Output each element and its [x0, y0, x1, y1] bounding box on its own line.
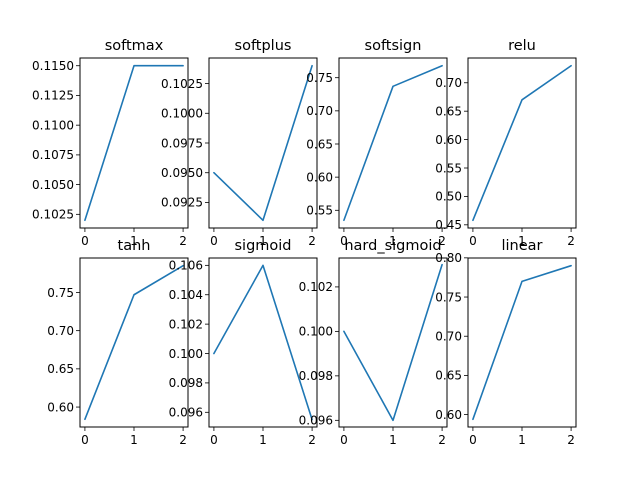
series-line	[472, 264, 572, 421]
subplot-softplus: 0 1 2 0.0925 0.0950 0.0975 0.1000 0.1025 softplu…	[161, 38, 318, 248]
subplot-softsign: 0 1 2 0.55 0.60 0.65 0.70 0.75 softsign	[306, 38, 448, 248]
series-line	[84, 264, 184, 421]
y-tick-label: 0.55	[435, 161, 462, 175]
x-tick-label: 1	[130, 433, 138, 447]
x-tick-label: 0	[340, 234, 348, 248]
y-tick-label: 0.1150	[32, 59, 74, 73]
y-tick-label: 0.65	[47, 362, 74, 376]
y-tick-label: 0.100	[169, 347, 203, 361]
series-line	[213, 264, 313, 421]
y-tick-label: 0.80	[435, 251, 462, 265]
subplot-relu: 0 1 2 0.45 0.50 0.55 0.60 0.65 0.70 relu	[435, 38, 577, 248]
x-tick-label: 0	[210, 234, 218, 248]
x-tick-label: 0	[340, 433, 348, 447]
subplot-title: softplus	[235, 38, 292, 54]
x-tick-label: 2	[308, 433, 316, 447]
y-tick-label: 0.60	[306, 170, 333, 184]
subplot-title: relu	[508, 38, 536, 54]
y-tick-label: 0.75	[47, 286, 74, 300]
y-tick-label: 0.1025	[32, 208, 74, 222]
x-tick-label: 0	[210, 433, 218, 447]
subplot-title: hard_sigmoid	[344, 238, 441, 254]
series-line	[84, 64, 184, 222]
y-tick-label: 0.50	[435, 190, 462, 204]
subplot-softmax: 0 1 2 0.1025 0.1050 0.1075 0.1100 0.1125 0.1150 s…	[32, 38, 189, 248]
x-tick-label: 1	[259, 433, 267, 447]
y-tick-label: 0.65	[306, 137, 333, 151]
series-line	[213, 64, 313, 222]
y-tick-label: 0.104	[169, 288, 203, 302]
y-tick-label: 0.55	[306, 204, 333, 218]
x-tick-label: 1	[518, 433, 526, 447]
y-tick-label: 0.1100	[32, 118, 74, 132]
y-tick-label: 0.102	[299, 280, 333, 294]
y-tick-label: 0.102	[169, 317, 203, 331]
x-tick-label: 0	[469, 433, 477, 447]
x-tick-label: 0	[469, 234, 477, 248]
x-tick-label: 2	[179, 433, 187, 447]
y-tick-label: 0.1125	[32, 89, 74, 103]
y-tick-label: 0.0975	[161, 136, 203, 150]
y-tick-label: 0.098	[169, 376, 203, 390]
y-tick-label: 0.75	[435, 290, 462, 304]
subplot-sigmoid: 0 1 2 0.096 0.098 0.100 0.102 0.104 0.106 sigmoid	[169, 238, 318, 447]
series-line	[343, 64, 443, 222]
x-tick-label: 2	[308, 234, 316, 248]
series-line	[472, 64, 572, 222]
y-tick-label: 0.106	[169, 259, 203, 273]
subplot-tanh: 0 1 2 0.60 0.65 0.70 0.75 tanh	[47, 238, 189, 447]
x-tick-label: 1	[130, 234, 138, 248]
y-tick-label: 0.60	[435, 408, 462, 422]
y-tick-label: 0.70	[435, 330, 462, 344]
x-tick-label: 2	[567, 433, 575, 447]
y-tick-label: 0.100	[299, 325, 333, 339]
y-tick-label: 0.70	[306, 104, 333, 118]
series-line	[343, 263, 443, 422]
y-tick-label: 0.65	[435, 369, 462, 383]
y-tick-label: 0.75	[306, 71, 333, 85]
y-tick-label: 0.098	[299, 369, 333, 383]
subplot-grid: 0 1 2 0.1025 0.1050 0.1075 0.1100 0.1125 0.1150 s…	[32, 38, 577, 447]
y-tick-label: 0.1050	[32, 178, 74, 192]
subplot-title: tanh	[118, 238, 151, 254]
subplot-title: sigmoid	[234, 238, 291, 254]
x-tick-label: 1	[389, 433, 397, 447]
x-tick-label: 2	[179, 234, 187, 248]
y-tick-label: 0.70	[47, 324, 74, 338]
y-tick-label: 0.096	[169, 406, 203, 420]
x-tick-label: 1	[389, 234, 397, 248]
y-tick-label: 0.1025	[161, 77, 203, 91]
x-tick-label: 1	[518, 234, 526, 248]
subplot-title: softsign	[365, 38, 422, 54]
y-tick-label: 0.0950	[161, 166, 203, 180]
y-tick-label: 0.70	[435, 76, 462, 90]
y-tick-label: 0.45	[435, 218, 462, 232]
y-tick-label: 0.1075	[32, 148, 74, 162]
y-tick-label: 0.65	[435, 104, 462, 118]
x-tick-label: 2	[567, 234, 575, 248]
y-tick-label: 0.60	[47, 400, 74, 414]
subplot-title: softmax	[105, 38, 164, 54]
y-tick-label: 0.60	[435, 133, 462, 147]
subplot-hard_sigmoid: 0 1 2 0.096 0.098 0.100 0.102 hard_sigmoid	[299, 238, 448, 447]
y-tick-label: 0.1000	[161, 107, 203, 121]
y-tick-label: 0.096	[299, 414, 333, 428]
subplot-title: linear	[501, 238, 542, 254]
x-tick-label: 2	[438, 234, 446, 248]
subplot-linear: 0 1 2 0.60 0.65 0.70 0.75 0.80 linear	[435, 238, 577, 447]
x-tick-label: 0	[81, 234, 89, 248]
x-tick-label: 1	[259, 234, 267, 248]
x-tick-label: 2	[438, 433, 446, 447]
x-tick-label: 0	[81, 433, 89, 447]
y-tick-label: 0.0925	[161, 196, 203, 210]
